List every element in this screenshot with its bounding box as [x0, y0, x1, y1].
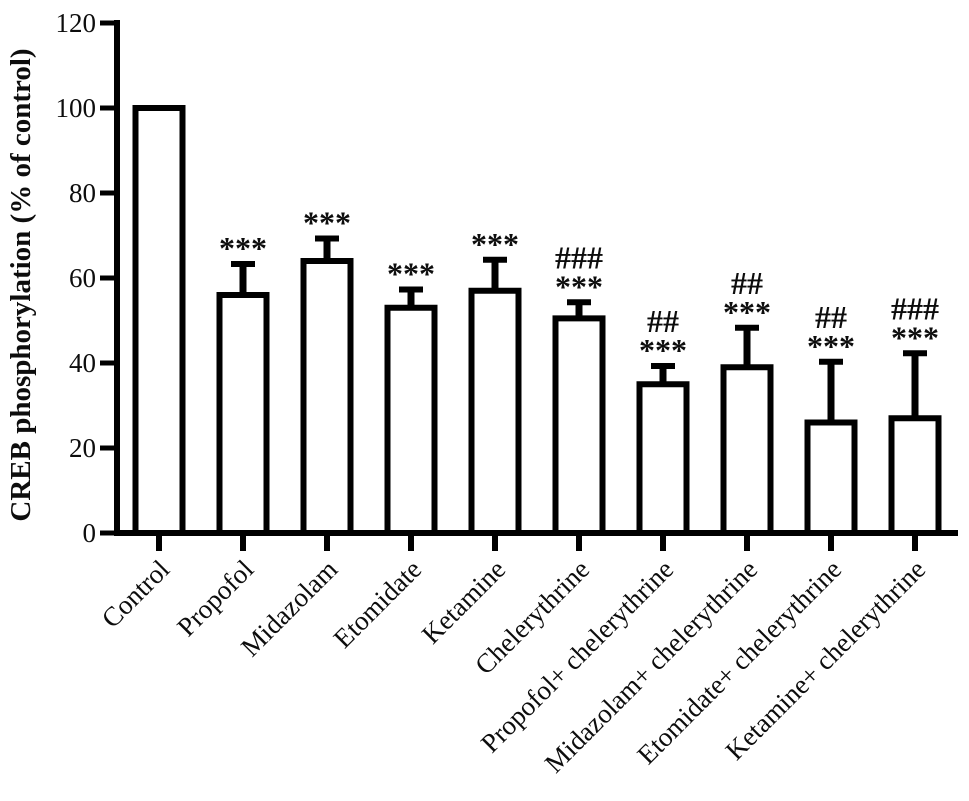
significance-marker-chelerythrine: ###	[555, 239, 603, 275]
y-tick-label: 120	[56, 8, 97, 38]
significance-marker-etomidate-chelerythrine: ***	[807, 328, 855, 364]
x-tick-label-etomidate: Etomidate	[328, 554, 428, 654]
y-axis-label: CREB phosphorylation (% of control)	[5, 48, 37, 521]
significance-marker-ketamine: ***	[471, 226, 519, 262]
bar-propofol-chelerythrine	[636, 381, 690, 536]
bar-ketamine-chelerythrine	[888, 415, 942, 536]
y-tick-label: 60	[69, 263, 96, 293]
bar-etomidate-chelerythrine	[804, 419, 858, 536]
significance-marker-ketamine-chelerythrine: ***	[891, 319, 939, 355]
bar-control	[132, 105, 186, 536]
significance-marker-propofol-chelerythrine: ##	[647, 303, 679, 339]
y-tick-label: 20	[69, 433, 96, 463]
bar-propofol	[216, 292, 270, 536]
bar-etomidate	[384, 304, 438, 536]
significance-marker-etomidate: ***	[387, 256, 435, 292]
significance-marker-chelerythrine: ***	[555, 268, 603, 304]
bar-midazolam	[300, 258, 354, 536]
significance-marker-midazolam: ***	[303, 205, 351, 241]
y-tick-label: 40	[69, 348, 96, 378]
bar-chelerythrine	[552, 315, 606, 536]
y-tick-label: 80	[69, 178, 96, 208]
bar-ketamine	[468, 287, 522, 536]
significance-marker-midazolam-chelerythrine: ##	[731, 265, 763, 301]
bar-midazolam-chelerythrine	[720, 364, 774, 536]
y-tick-label: 0	[83, 518, 97, 548]
significance-marker-ketamine-chelerythrine: ###	[891, 290, 939, 326]
y-tick-label: 100	[56, 93, 97, 123]
significance-marker-etomidate-chelerythrine: ##	[815, 299, 847, 335]
significance-marker-propofol-chelerythrine: ***	[639, 332, 687, 368]
x-tick-label-control: Control	[96, 554, 176, 634]
significance-marker-midazolam-chelerythrine: ***	[723, 294, 771, 330]
significance-marker-propofol: ***	[219, 230, 267, 266]
